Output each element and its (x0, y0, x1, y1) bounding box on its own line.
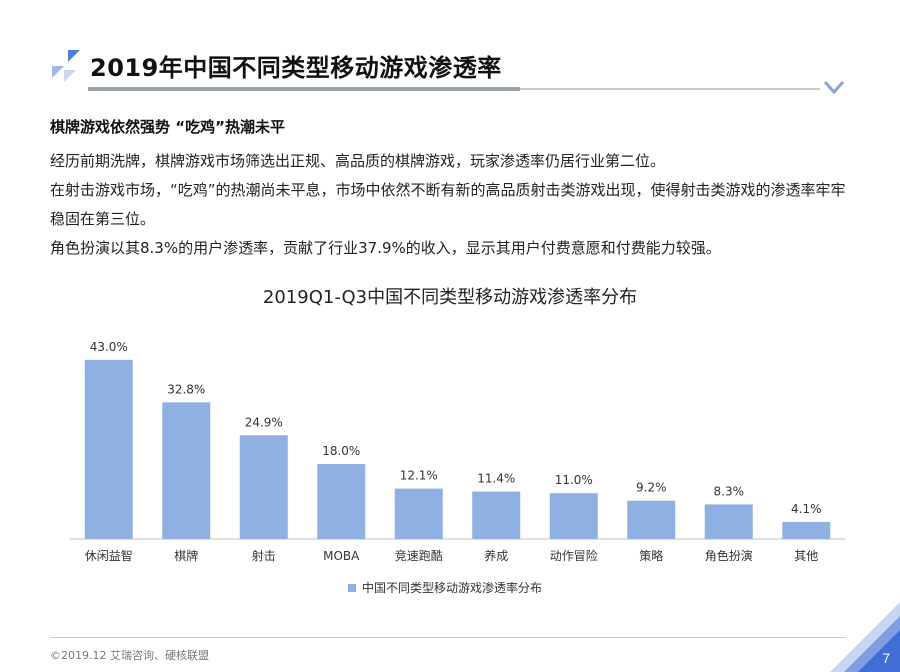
paragraph-rpg-games: 角色扮演以其8.3%的用户渗透率，贡献了行业37.9%的收入，显示其用户付费意愿… (50, 239, 721, 257)
corner-triangle-icon (830, 602, 900, 672)
x-tick-label-3: MOBA (323, 549, 360, 563)
footer-divider (50, 637, 846, 638)
page-number: 7 (882, 650, 890, 666)
bar-chart: 43.0% 休闲益智 32.8% 棋牌 24.9% 射击 18.0% MOBA 12.1% 竞速跑… (70, 340, 845, 563)
body-text: 经历前期洗牌，棋牌游戏市场筛选出正规、高品质的棋牌游戏，玩家渗透率仍居行业第二位… (50, 147, 850, 263)
bar-6 (549, 493, 598, 539)
data-label-5: 11.4% (477, 472, 515, 486)
x-tick-label-1: 棋牌 (174, 549, 198, 563)
data-label-9: 4.1% (791, 502, 822, 516)
data-label-8: 8.3% (714, 484, 745, 498)
x-tick-label-2: 射击 (252, 548, 276, 563)
data-label-6: 11.0% (555, 473, 593, 487)
x-tick-label-7: 策略 (639, 548, 663, 563)
bar-9 (782, 521, 831, 539)
data-label-3: 18.0% (322, 444, 360, 458)
data-label-7: 9.2% (636, 481, 667, 495)
chart-title: 2019Q1-Q3中国不同类型移动游戏渗透率分布 (262, 287, 638, 308)
bar-8 (704, 504, 753, 539)
data-label-1: 32.8% (167, 382, 205, 396)
x-tick-label-6: 动作冒险 (550, 548, 598, 563)
chevron-down-icon (823, 80, 845, 95)
data-label-2: 24.9% (245, 415, 283, 429)
bar-7 (627, 500, 676, 539)
title-divider (520, 88, 820, 90)
x-tick-label-0: 休闲益智 (85, 548, 133, 563)
data-label-4: 12.1% (400, 469, 438, 483)
bar-1 (162, 402, 211, 539)
bar-2 (239, 435, 288, 539)
x-tick-label-4: 竞速跑酷 (395, 549, 443, 563)
bar-3 (317, 464, 366, 539)
x-tick-label-8: 角色扮演 (705, 548, 753, 563)
title-underline (88, 87, 520, 91)
paragraph-shooter-games: 在射击游戏市场，“吃鸡”的热潮尚未平息，市场中依然不断有新的高品质射击类游戏出现… (50, 181, 846, 228)
section-heading: 棋牌游戏依然强势 “吃鸡”热潮未平 (50, 118, 285, 136)
legend-label: 中国不同类型移动游戏渗透率分布 (362, 581, 543, 595)
footer-copyright: ©2019.12 艾瑞咨询、硬核联盟 (50, 649, 209, 662)
bar-0 (84, 359, 133, 539)
page-title: 2019年中国不同类型移动游戏渗透率 (90, 54, 502, 82)
x-tick-label-9: 其他 (794, 549, 818, 563)
paragraph-board-games: 经历前期洗牌，棋牌游戏市场筛选出正规、高品质的棋牌游戏，玩家渗透率仍居行业第二位… (50, 152, 666, 170)
bar-4 (394, 488, 443, 539)
data-label-0: 43.0% (90, 340, 128, 354)
chart-legend: 中国不同类型移动游戏渗透率分布 (348, 579, 542, 596)
corner-accent-icon (52, 50, 80, 82)
bar-5 (472, 491, 521, 539)
legend-swatch (348, 583, 356, 592)
x-tick-label-5: 养成 (484, 548, 508, 563)
